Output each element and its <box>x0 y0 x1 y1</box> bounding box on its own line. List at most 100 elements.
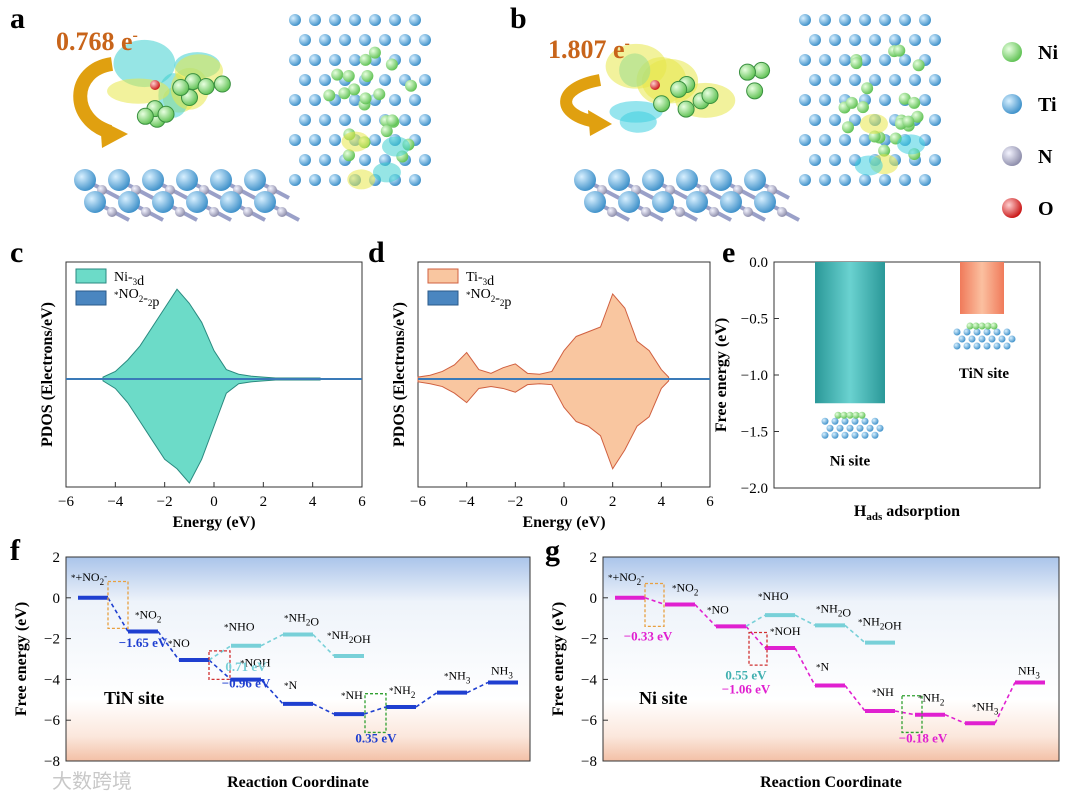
step-label: *NHO <box>758 589 789 603</box>
atom-ti <box>329 14 341 26</box>
atom-ti <box>642 169 664 191</box>
legend-atom-ni <box>1002 42 1022 62</box>
atom-ti <box>299 74 311 86</box>
atom-ti <box>869 34 881 46</box>
legend-swatch <box>427 268 459 284</box>
pdos-area-d <box>417 292 670 470</box>
free-energy-chart-tin: 2 0 −2 −4 −6 −8 Reaction Coordinate Free energy… <box>13 550 531 791</box>
atom-ni <box>908 96 921 109</box>
highlight-box <box>364 693 387 734</box>
atom-ni <box>380 125 393 138</box>
atom-ti <box>419 114 431 126</box>
atom-ti <box>608 169 630 191</box>
atom-ni <box>213 75 231 93</box>
atom-ti <box>879 54 891 66</box>
connector <box>157 630 180 661</box>
atom-ti <box>929 74 941 86</box>
atom-ti <box>744 169 766 191</box>
atom-ti <box>919 174 931 186</box>
atom-n <box>709 207 719 217</box>
panel-letter-e: e <box>722 236 735 269</box>
atom-ni <box>912 59 925 72</box>
atom-legend: Ni Ti N O <box>1002 42 1058 220</box>
atom-ti <box>809 34 821 46</box>
atom-ti <box>829 114 841 126</box>
atom-n <box>641 207 651 217</box>
step-label: *+NO2- <box>608 570 644 587</box>
x-axis-label: Energy (eV) <box>172 514 255 531</box>
atom-ti <box>869 74 881 86</box>
charge-cloud <box>859 113 888 134</box>
atom-ti <box>309 94 321 106</box>
site-title: Ni site <box>639 688 688 708</box>
legend-swatch <box>75 268 107 284</box>
bar-tin <box>960 262 1004 314</box>
y-axis-label: PDOS (Electrons/eV) <box>39 302 56 447</box>
icon-atom <box>831 431 839 439</box>
atom-n <box>777 207 787 217</box>
atom-ni <box>136 107 154 125</box>
atom-ni <box>911 110 924 123</box>
atom-ti <box>349 14 361 26</box>
connector <box>644 597 666 606</box>
icon-atom <box>840 411 848 419</box>
atom-ni <box>893 44 906 57</box>
x-tick-label: −6 <box>410 494 426 510</box>
step-label: NH3 <box>1018 663 1040 680</box>
icon-atom <box>836 424 844 432</box>
atom-ni <box>331 68 344 81</box>
connector <box>363 706 387 715</box>
atom-ti <box>289 134 301 146</box>
icon-atom <box>826 424 834 432</box>
legend-label: *NO2-2p <box>466 287 511 310</box>
atom-ti <box>929 34 941 46</box>
atom-ti <box>309 134 321 146</box>
icon-atom <box>821 431 829 439</box>
connector <box>466 681 489 694</box>
y-tick-label: −1.5 <box>741 425 768 441</box>
icon-atom <box>1008 335 1016 343</box>
atom-ti <box>899 54 911 66</box>
icon-atom <box>871 417 879 425</box>
y-tick-label: 0 <box>590 591 598 607</box>
icon-atom <box>821 417 829 425</box>
step-label: *NH2OH <box>327 628 371 646</box>
connector <box>694 603 717 627</box>
legend-label: Ti-3d <box>466 270 494 289</box>
charge-cloud <box>609 100 663 123</box>
x-tick-label: 0 <box>210 494 218 510</box>
atom-n <box>175 207 185 217</box>
step-label: *NH2OH <box>858 615 902 633</box>
icon-atom <box>963 328 971 336</box>
hads-bar-chart: 0.0 −0.5 −1.0 −1.5 −2.0 Ni site TiN site Hads a… <box>713 255 1041 523</box>
step-label: *NO <box>168 636 190 650</box>
highlight-box <box>208 650 231 681</box>
x-tick-label: 2 <box>260 494 268 510</box>
icon-atom <box>871 431 879 439</box>
atom-ti <box>652 191 674 213</box>
charge-cloud <box>113 39 176 88</box>
atom-ti <box>399 114 411 126</box>
atom-o <box>150 80 160 90</box>
panel-letter-c: c <box>10 236 23 269</box>
atom-ti <box>859 174 871 186</box>
arrow-a-head <box>100 120 128 148</box>
atom-ni <box>343 149 356 162</box>
atom-ti <box>809 154 821 166</box>
y-tick-label: −0.5 <box>741 312 768 328</box>
atom-ti <box>889 34 901 46</box>
atom-ni <box>670 80 688 98</box>
y-tick-label: −4 <box>581 672 597 688</box>
bar-ni <box>815 262 885 404</box>
atom-ti <box>309 174 321 186</box>
y-tick-label: 2 <box>590 550 598 566</box>
plot-frame <box>602 556 1060 762</box>
atom-ti <box>409 54 421 66</box>
charge-cloud <box>382 136 411 157</box>
y-tick-label: −2 <box>44 632 60 648</box>
atom-ti <box>676 169 698 191</box>
atom-ti <box>319 34 331 46</box>
atom-ni <box>841 121 854 134</box>
atom-ni <box>338 87 351 100</box>
structure-b <box>574 14 941 222</box>
